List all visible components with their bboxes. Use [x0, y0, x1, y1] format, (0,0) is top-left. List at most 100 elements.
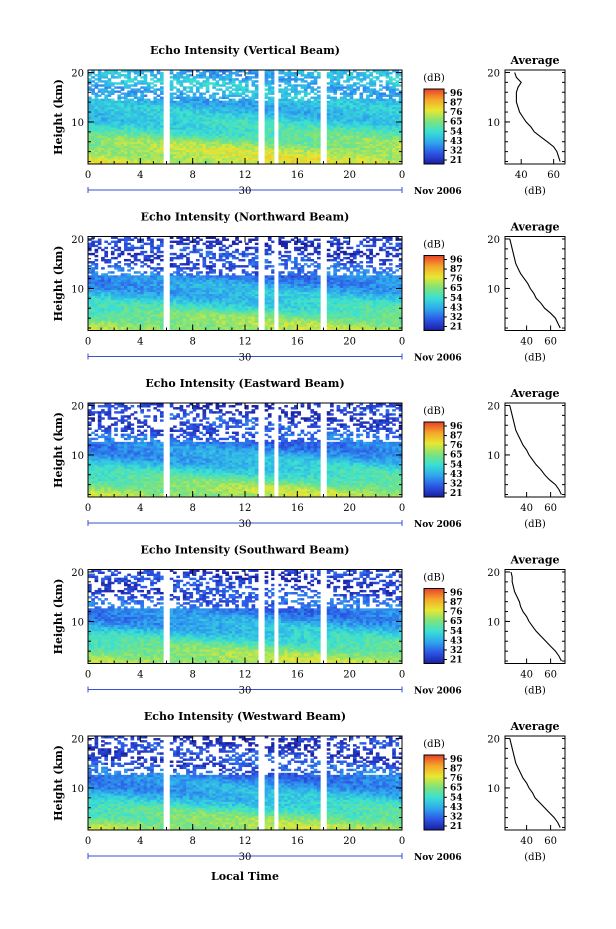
colorbar-tick-label: 96 [450, 89, 463, 99]
heatmap-cell [98, 95, 102, 97]
heatmap-cell [314, 92, 318, 94]
heatmap-cell [121, 74, 125, 76]
heatmap-cell [245, 95, 249, 97]
heatmap-cell [327, 82, 331, 84]
heatmap-cell [245, 99, 249, 101]
heatmap-cell [310, 86, 314, 88]
heatmap-cell [301, 97, 305, 99]
heatmap-cell [346, 84, 350, 86]
heatmap-cell [91, 88, 95, 90]
heatmap-cell [301, 78, 305, 80]
colorbar-tick-label: 32 [450, 146, 463, 156]
heatmap-cell [248, 90, 252, 92]
heatmap-cell [291, 72, 295, 74]
day-label: 30 [239, 186, 252, 197]
heatmap-cell [248, 97, 252, 99]
heatmap-cell [101, 99, 105, 101]
heatmap-cell [124, 74, 128, 76]
heatmap-cell [317, 72, 321, 74]
profile-y-tick-label: 20 [487, 68, 500, 79]
heatmap-cell [144, 95, 148, 97]
heatmap-cell [297, 84, 301, 86]
x-tick-label: 4 [137, 170, 143, 181]
heatmap-cell [317, 95, 321, 97]
heatmap-cell [173, 97, 177, 99]
heatmap-cell [350, 72, 354, 74]
heatmap-cell [225, 74, 229, 76]
heatmap-cell [91, 76, 95, 78]
heatmap-cell [137, 88, 141, 90]
heatmap-cell [186, 95, 190, 97]
heatmap-cell [189, 97, 193, 99]
heatmap-cell [196, 80, 200, 82]
heatmap-cell [373, 99, 377, 101]
heatmap-cell [108, 99, 112, 101]
heatmap-cell [310, 101, 314, 103]
heatmap-cell [189, 78, 193, 80]
heatmap-cell [153, 88, 157, 90]
heatmap-cell [359, 84, 363, 86]
colorbar-tick-label: 43 [450, 137, 463, 147]
heatmap-cell [131, 84, 135, 86]
heatmap-cell [242, 86, 246, 88]
heatmap-cell [235, 84, 239, 86]
heatmap-cell [127, 99, 131, 101]
heatmap-cell [209, 101, 213, 103]
heatmap-cell [238, 99, 242, 101]
heatmap-cell [369, 99, 373, 101]
heatmap-cell [284, 86, 288, 88]
x-tick-label: 0 [85, 170, 91, 181]
heatmap-cell [395, 80, 399, 82]
heatmap-cell [284, 78, 288, 80]
heatmap-cell [225, 86, 229, 88]
heatmap-cell [199, 72, 203, 74]
heatmap-cell [314, 76, 318, 78]
heatmap-cell [356, 86, 360, 88]
heatmap-cell [307, 99, 311, 101]
heatmap-cell [219, 84, 223, 86]
y-axis-label: Height (km) [52, 79, 65, 155]
heatmap-cell [157, 95, 161, 97]
heatmap-cell [242, 97, 246, 99]
heatmap-cell [131, 78, 135, 80]
heatmap-cell [160, 97, 164, 99]
heatmap-cell [255, 84, 259, 86]
heatmap-cell [202, 92, 206, 94]
heatmap-cell [199, 82, 203, 84]
heatmap-cell [232, 72, 236, 74]
heatmap-cell [117, 72, 121, 74]
heatmap-cell [157, 88, 161, 90]
heatmap-cell [150, 82, 154, 84]
heatmap-cell [173, 74, 177, 76]
heatmap-cell [363, 99, 367, 101]
heatmap-cell [229, 86, 233, 88]
heatmap-cell [369, 72, 373, 74]
x-tick-label: 16 [291, 170, 304, 181]
data-gap [322, 70, 326, 164]
heatmap-cell [229, 90, 233, 92]
heatmap-cell [232, 78, 236, 80]
heatmap-cell [196, 74, 200, 76]
colorbar-unit: (dB) [423, 73, 445, 84]
heatmap-cell [131, 99, 135, 101]
heatmap-cell [304, 101, 308, 103]
heatmap-cell [117, 86, 121, 88]
heatmap-cell [265, 92, 269, 94]
x-tick-label: 0 [399, 170, 405, 181]
heatmap-cell [395, 101, 399, 103]
heatmap-cell [304, 80, 308, 82]
heatmap-cell [95, 92, 99, 94]
heatmap-cell [333, 82, 337, 84]
heatmap-cell [356, 72, 360, 74]
heatmap-cell [288, 92, 292, 94]
heatmap-cell [121, 86, 125, 88]
heatmap-cell [379, 80, 383, 82]
heatmap-cell [343, 80, 347, 82]
heatmap-cell [117, 82, 121, 84]
heatmap-cell [353, 99, 357, 101]
heatmap-cell [176, 72, 180, 74]
heatmap-cell [150, 101, 154, 103]
heatmap-cell [127, 90, 131, 92]
heatmap-cell [140, 80, 144, 82]
heatmap-cell [144, 86, 148, 88]
